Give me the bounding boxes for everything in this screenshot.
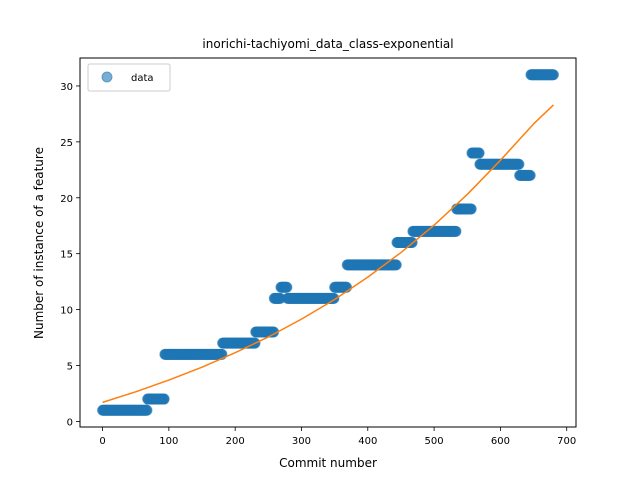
legend-marker-data <box>101 71 113 83</box>
data-point <box>281 281 293 293</box>
y-tick-label: 20 <box>60 194 73 205</box>
data-point <box>524 169 536 181</box>
data-point <box>547 69 559 81</box>
fit-line <box>102 104 554 404</box>
y-tick-label: 15 <box>60 250 73 261</box>
x-tick-label: 300 <box>292 436 311 447</box>
data-point <box>390 259 402 271</box>
x-tick-label: 500 <box>425 436 444 447</box>
x-tick-label: 0 <box>99 436 105 447</box>
x-axis-label: Commit number <box>279 456 377 470</box>
data-point <box>450 225 462 237</box>
plot-frame <box>79 57 577 428</box>
legend-frame <box>87 63 171 92</box>
y-tick-label: 10 <box>60 306 73 317</box>
y-tick-label: 25 <box>60 138 73 149</box>
y-axis-label: Number of instance of a feature <box>32 147 46 339</box>
data-point <box>141 404 153 416</box>
chart-title: inorichi-tachiyomi_data_class-exponentia… <box>202 37 453 51</box>
data-point <box>465 203 477 215</box>
plot-marks <box>97 69 559 416</box>
data-point <box>158 393 170 405</box>
y-tick-label: 0 <box>67 417 73 428</box>
y-tick-label: 30 <box>60 82 73 93</box>
x-tick-label: 200 <box>226 436 245 447</box>
y-tick-label: 5 <box>67 362 73 373</box>
x-tick-label: 400 <box>358 436 377 447</box>
x-tick-label: 100 <box>159 436 178 447</box>
data-point <box>473 147 485 159</box>
legend: data <box>87 63 171 92</box>
data-point <box>513 158 525 170</box>
x-tick-label: 600 <box>491 436 510 447</box>
axes: 0 100 200 300 400 500 600 700 0 5 10 15 20 25 30 <box>60 57 577 447</box>
x-tick-label: 700 <box>557 436 576 447</box>
legend-label-data: data <box>131 73 154 84</box>
